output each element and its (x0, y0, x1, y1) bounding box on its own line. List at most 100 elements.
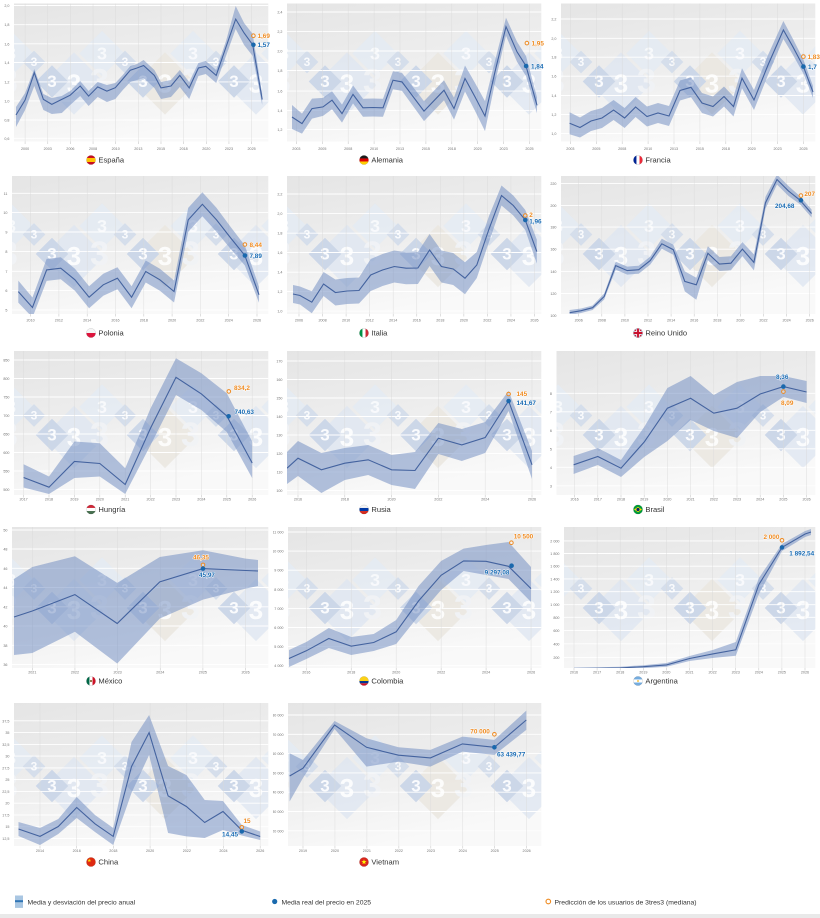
svg-text:3: 3 (685, 425, 694, 444)
svg-text:2019: 2019 (299, 849, 307, 853)
svg-text:3: 3 (122, 55, 129, 69)
svg-text:3: 3 (370, 397, 380, 417)
svg-text:1,6: 1,6 (278, 251, 283, 255)
svg-text:2013: 2013 (134, 147, 142, 151)
svg-text:0,6: 0,6 (4, 137, 9, 141)
svg-text:2012: 2012 (55, 318, 63, 322)
svg-text:1,95: 1,95 (532, 40, 545, 47)
svg-text:1,8: 1,8 (278, 69, 283, 73)
svg-text:2026: 2026 (805, 318, 813, 322)
svg-text:3: 3 (503, 72, 512, 91)
svg-text:2026: 2026 (256, 849, 264, 853)
svg-text:1,8: 1,8 (4, 23, 9, 27)
svg-text:3: 3 (304, 227, 311, 241)
svg-text:2020: 2020 (388, 497, 396, 501)
svg-text:750: 750 (3, 396, 9, 400)
svg-text:48: 48 (3, 548, 7, 552)
svg-text:207: 207 (804, 191, 815, 198)
svg-text:3: 3 (395, 55, 402, 69)
svg-text:20: 20 (5, 802, 9, 806)
svg-text:2022: 2022 (183, 849, 191, 853)
svg-text:3: 3 (229, 776, 238, 795)
svg-text:2021: 2021 (28, 670, 36, 674)
svg-text:1,84: 1,84 (531, 63, 544, 70)
svg-text:3: 3 (188, 748, 198, 768)
svg-text:2020: 2020 (202, 147, 210, 151)
svg-text:3: 3 (685, 598, 694, 617)
svg-text:1,8: 1,8 (551, 56, 556, 60)
svg-text:63 439,77: 63 439,77 (497, 751, 526, 758)
svg-text:40 000: 40 000 (273, 791, 283, 795)
svg-text:1,6: 1,6 (4, 42, 9, 46)
svg-text:3: 3 (279, 216, 289, 236)
svg-text:3: 3 (138, 72, 147, 91)
svg-text:3: 3 (279, 570, 289, 590)
svg-text:2020: 2020 (474, 147, 482, 151)
svg-text:204,68: 204,68 (775, 203, 795, 210)
svg-text:2020: 2020 (736, 318, 744, 322)
svg-text:Hungría: Hungría (98, 505, 126, 514)
svg-text:Argentina: Argentina (645, 677, 678, 686)
svg-text:3: 3 (461, 748, 471, 768)
svg-text:2026: 2026 (241, 670, 249, 674)
svg-text:141,67: 141,67 (517, 400, 537, 407)
svg-text:2019: 2019 (70, 497, 78, 501)
svg-text:Polonia: Polonia (98, 329, 124, 338)
svg-text:2025: 2025 (247, 147, 255, 151)
svg-text:3: 3 (644, 570, 654, 590)
svg-text:2,2: 2,2 (551, 18, 556, 22)
svg-text:1,4: 1,4 (278, 109, 283, 113)
svg-text:3: 3 (776, 72, 785, 91)
svg-text:3: 3 (795, 422, 809, 452)
svg-text:0,8: 0,8 (4, 118, 9, 122)
svg-text:3: 3 (0, 235, 18, 273)
svg-text:2026: 2026 (531, 318, 539, 322)
svg-text:1,2: 1,2 (551, 113, 556, 117)
svg-text:10 500: 10 500 (514, 534, 534, 541)
svg-text:Alemania: Alemania (372, 156, 404, 165)
svg-text:3: 3 (735, 44, 745, 64)
svg-text:2022: 2022 (708, 670, 716, 674)
svg-text:1,2: 1,2 (278, 290, 283, 294)
svg-text:3: 3 (279, 748, 289, 768)
svg-text:3: 3 (704, 595, 718, 625)
svg-text:2023: 2023 (225, 147, 233, 151)
svg-text:Brasil: Brasil (645, 505, 664, 514)
svg-text:2023: 2023 (773, 147, 781, 151)
svg-text:9 000: 9 000 (275, 569, 284, 573)
svg-text:2022: 2022 (196, 318, 204, 322)
svg-text:9: 9 (5, 231, 7, 235)
svg-text:1,6: 1,6 (278, 90, 283, 94)
svg-text:7 000: 7 000 (275, 607, 284, 611)
svg-text:3: 3 (213, 759, 220, 773)
svg-text:2022: 2022 (437, 670, 445, 674)
svg-text:3: 3 (138, 244, 147, 263)
svg-text:3: 3 (776, 425, 785, 444)
svg-text:3: 3 (503, 244, 512, 263)
svg-text:3: 3 (486, 759, 493, 773)
svg-text:2020: 2020 (663, 497, 671, 501)
svg-text:1,4: 1,4 (551, 94, 556, 98)
svg-text:3: 3 (553, 397, 563, 417)
svg-text:2023: 2023 (731, 670, 739, 674)
svg-text:550: 550 (3, 469, 9, 473)
svg-text:1,0: 1,0 (278, 310, 283, 314)
svg-text:8: 8 (550, 392, 552, 396)
svg-text:2010: 2010 (342, 318, 350, 322)
svg-text:3: 3 (47, 244, 56, 263)
svg-text:22,5: 22,5 (2, 790, 9, 794)
svg-text:3: 3 (321, 244, 330, 263)
svg-text:3: 3 (363, 62, 382, 100)
svg-text:200: 200 (550, 204, 556, 208)
svg-text:2010: 2010 (644, 147, 652, 151)
svg-text:3: 3 (776, 244, 785, 263)
svg-text:180: 180 (550, 226, 556, 230)
svg-text:2008: 2008 (597, 318, 605, 322)
svg-text:44: 44 (3, 586, 7, 590)
svg-text:2016: 2016 (570, 497, 578, 501)
svg-text:2025: 2025 (779, 497, 787, 501)
svg-text:2013: 2013 (670, 147, 678, 151)
svg-text:3: 3 (553, 216, 563, 236)
svg-text:2010: 2010 (620, 318, 628, 322)
svg-text:25: 25 (5, 778, 9, 782)
